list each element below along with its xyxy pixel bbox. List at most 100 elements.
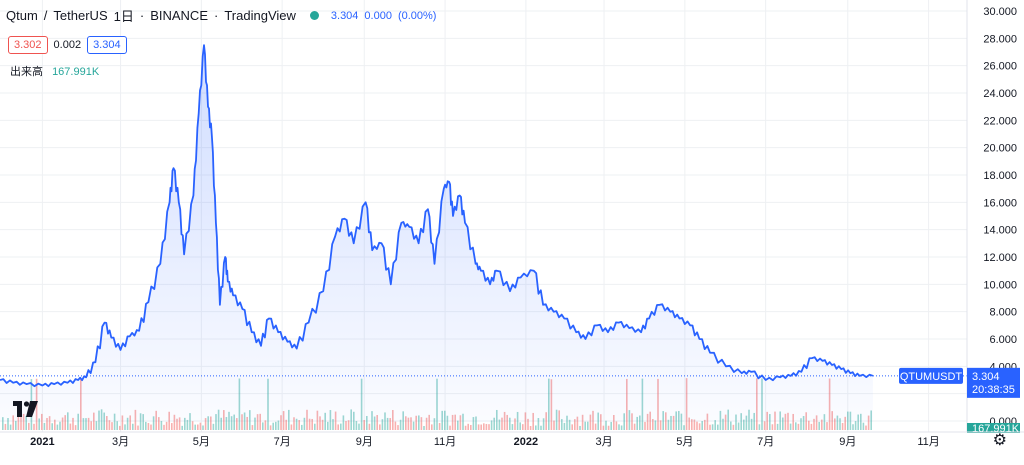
price-line [0,44,874,388]
volume-bar [737,422,740,430]
price-tag-price: 3.304 [972,371,1000,383]
volume-bar [467,423,469,430]
volume-bar [615,421,618,430]
volume-bar [126,417,129,430]
y-tick-label: 30.000 [983,6,1017,18]
volume-bar [670,415,672,430]
volume-bar [301,424,303,430]
volume-bar [836,415,839,430]
x-tick-label: 7月 [757,436,774,448]
y-tick-label: 28.000 [983,33,1017,45]
volume-bar [514,418,516,430]
last-price: 3.304 [330,9,359,22]
quote-currency[interactable]: TetherUS [53,8,108,23]
volume-bar [470,424,472,430]
time-axis[interactable]: 2021 3月 5月 7月 9月 11月 2022 3月 5月 7月 9月 11月 [0,431,1024,448]
volume-bar [834,418,836,430]
volume-bar [264,420,267,430]
volume-bar [449,425,451,430]
y-tick-label: 6.000 [989,334,1017,346]
volume-bar [763,421,766,430]
volume-bar [33,423,35,430]
volume-bar [51,423,53,430]
volume-bar [46,417,48,430]
volume-bar [839,418,841,430]
volume-bar [667,419,670,430]
volume-bar [347,420,350,430]
volume-bar [431,424,433,430]
volume-bar [711,424,714,430]
volume-bar [355,421,358,430]
volume-bar [654,420,657,430]
volume-bar [129,415,131,430]
volume-bar [69,423,72,430]
volume-bar [184,417,186,430]
volume-bar [511,424,514,430]
exchange-label[interactable]: BINANCE [150,8,208,23]
volume-bar [12,415,14,430]
tradingview-logo-icon[interactable] [13,401,39,419]
volume-bar [683,425,685,430]
volume-legend[interactable]: 出来高 167.991K [10,63,99,79]
volume-bar [722,418,724,430]
volume-bar [332,419,334,430]
volume-bar [358,423,360,430]
price-axis[interactable]: 30.000 28.000 26.000 24.000 22.000 20.000 18.0… [966,0,1024,460]
volume-bar [506,414,508,430]
volume-bar [181,425,183,430]
volume-bar [782,417,784,430]
gear-icon[interactable]: ⚙ [992,432,1007,449]
volume-bar [696,421,698,430]
volume-bar [652,419,654,430]
interval-label[interactable]: 1日 [113,9,134,24]
volume-bar [327,421,329,430]
volume-bar [857,414,859,430]
volume-bar [111,422,113,430]
volume-bar [212,423,215,430]
volume-bar [454,414,456,430]
volume-bar [386,417,389,430]
volume-bar [566,415,568,430]
volume-bar [459,415,462,430]
volume-bar [527,418,529,430]
volume-bar [735,414,737,430]
volume-bar [178,417,181,430]
sell-price-button[interactable]: 3.302 [8,36,48,54]
volume-bar [841,422,844,430]
volume-bar [397,425,399,430]
volume-bar [17,414,20,430]
y-tick-label: 16.000 [983,197,1017,209]
symbol-name[interactable]: Qtum [6,8,38,23]
volume-bar [9,424,12,430]
volume-bar [262,422,264,430]
volume-bar [85,418,87,430]
volume-bar [147,422,150,430]
volume-bar [163,424,165,430]
volume-bar [87,417,90,430]
volume-bar [701,421,703,430]
volume-bar [152,416,155,430]
volume-bar [298,420,300,430]
buy-price-button[interactable]: 3.304 [87,36,127,54]
volume-bar [165,421,168,430]
volume-bar [810,423,813,430]
volume-bar [535,425,537,430]
volume-bar [542,418,545,430]
volume-bar [862,422,865,430]
volume-bar [717,424,719,430]
volume-bar [7,418,9,430]
volume-bar [519,422,521,430]
volume-bar [379,424,381,430]
volume-bar [204,418,207,430]
x-tick-label: 11月 [434,436,456,448]
volume-bar [771,424,774,430]
volume-bar [844,416,846,430]
volume-bar [867,415,870,430]
volume-bar [311,418,313,430]
volume-bar [314,423,316,430]
volume-bar [477,424,480,430]
volume-bar [865,425,867,430]
volume-bar [672,415,675,430]
